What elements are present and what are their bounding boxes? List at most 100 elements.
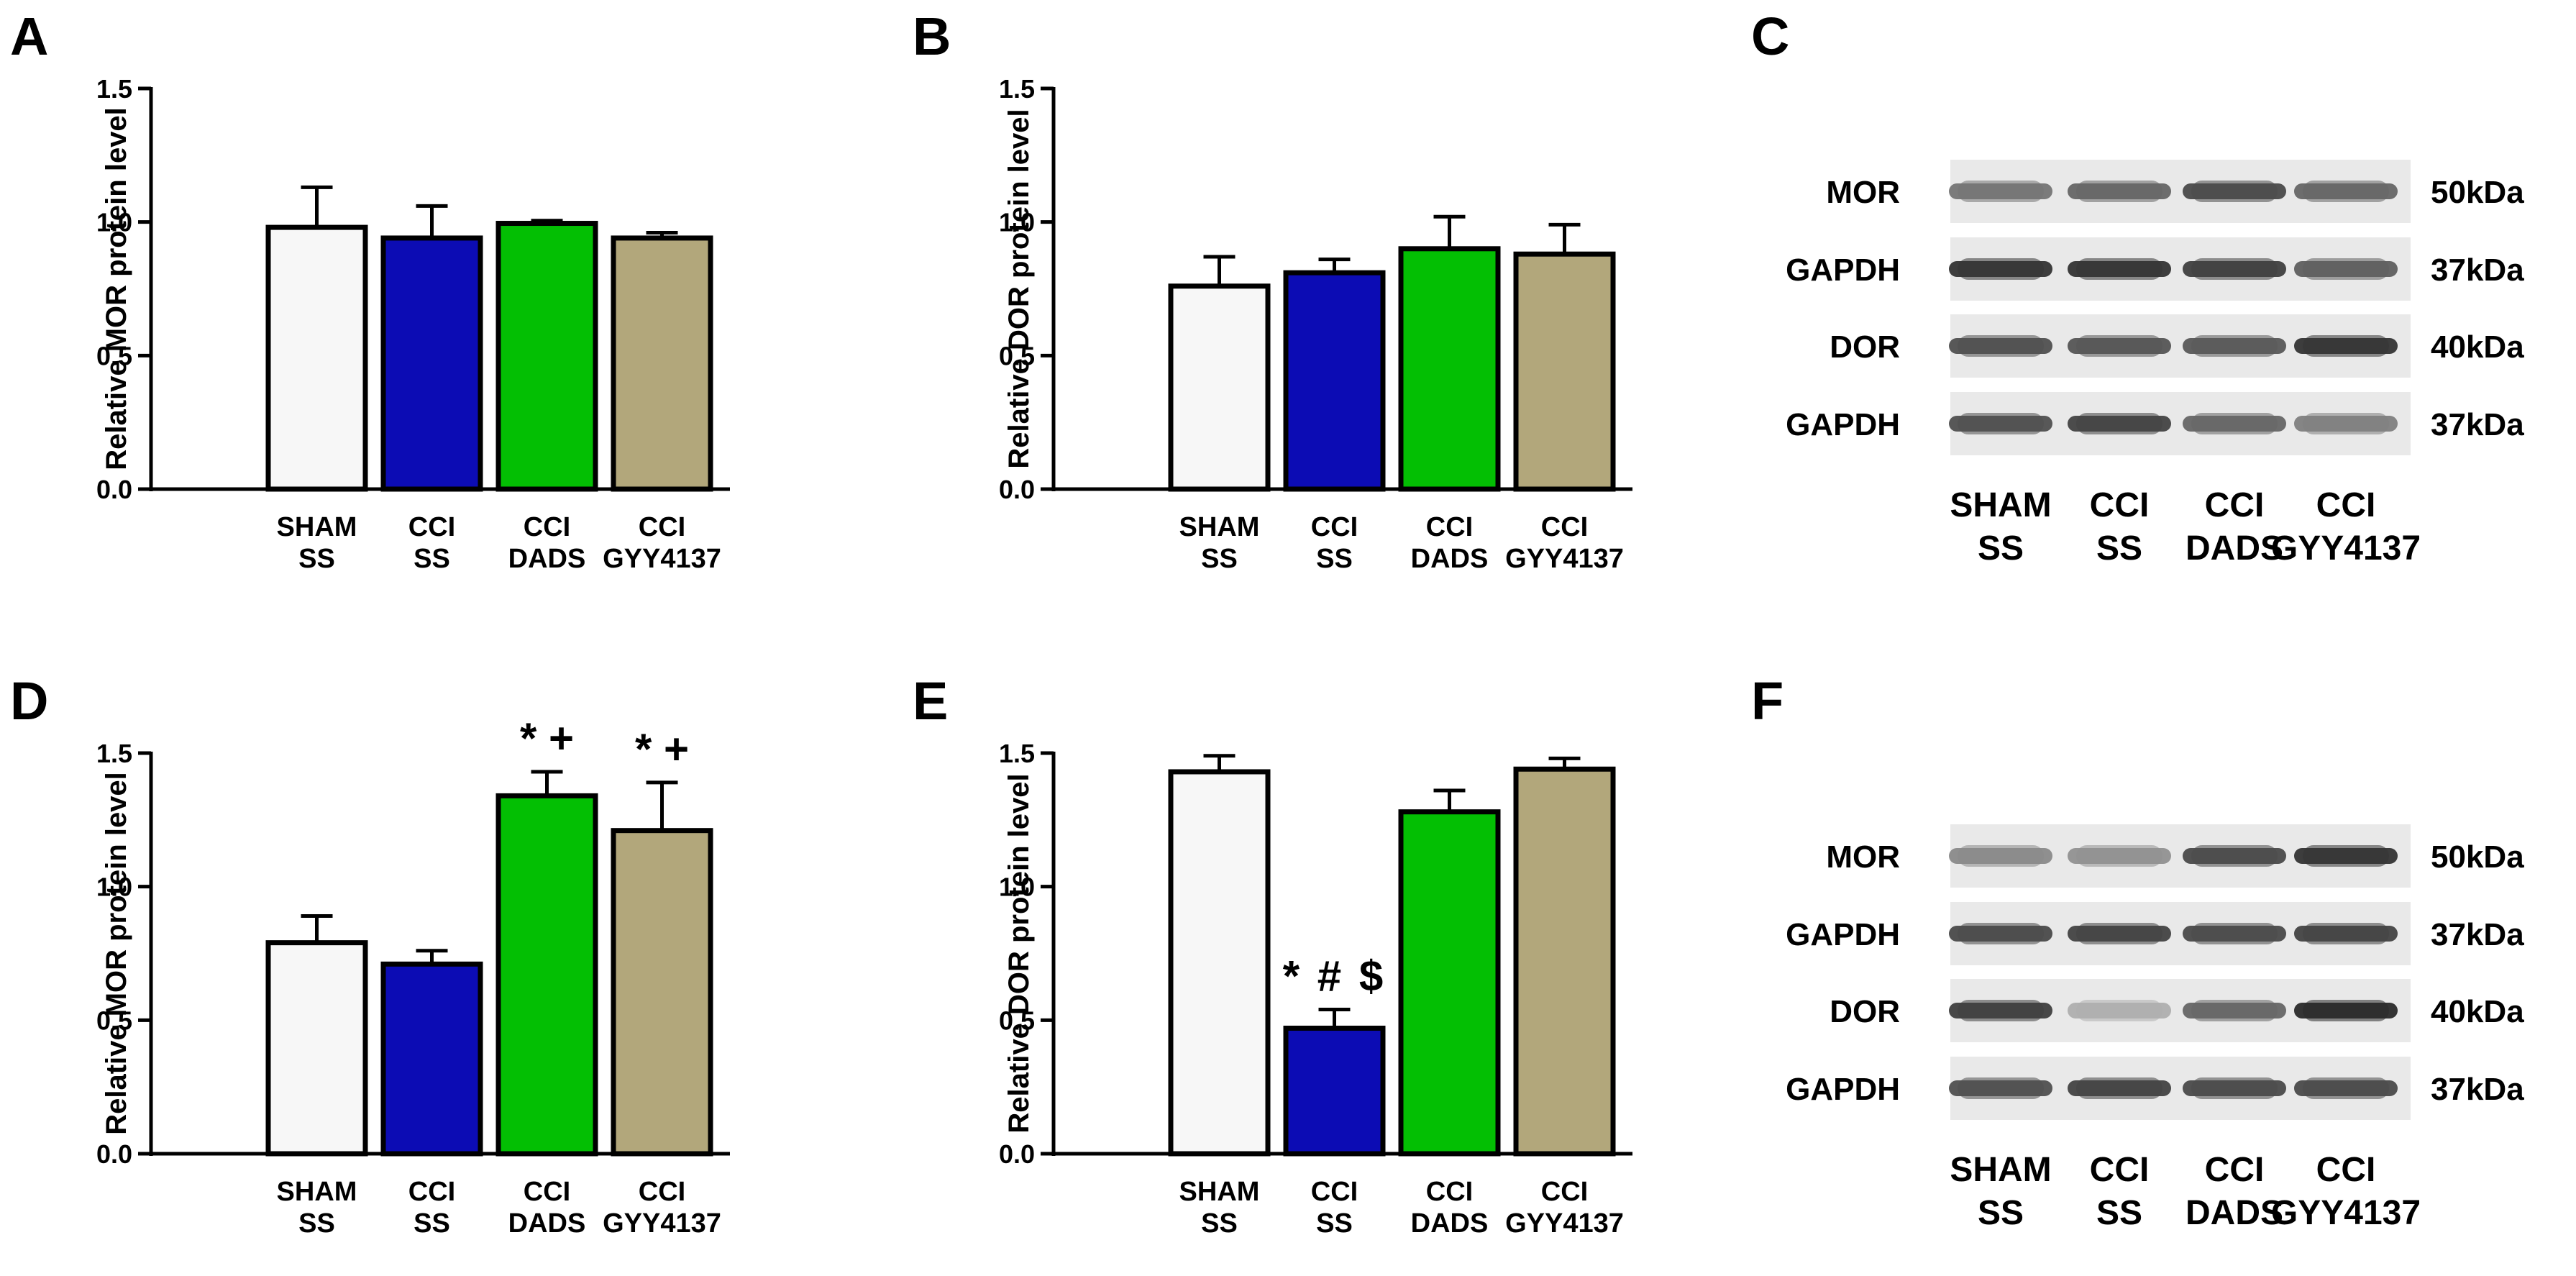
blot-lane-label: DADS: [2186, 529, 2283, 568]
blot-band-halo: [2191, 181, 2278, 202]
y-tick-label: 1.5: [999, 739, 1035, 768]
x-category-label: DADS: [508, 544, 586, 574]
blot-band-halo: [2191, 923, 2278, 944]
blot-kda-label: 40kDa: [2431, 994, 2524, 1029]
blot-protein-label: DOR: [1830, 994, 1900, 1029]
panel-letter: F: [1751, 671, 1783, 731]
blot-lane-label: SS: [1978, 1194, 2024, 1232]
blot-lane-label: CCI: [2205, 486, 2265, 524]
x-category-label: CCI: [524, 512, 570, 542]
bar-cci-dads: [1398, 246, 1501, 492]
blot-lane-label: GYY4137: [2271, 1194, 2421, 1232]
y-tick-label: 1.5: [999, 74, 1035, 104]
x-category-label: SS: [414, 544, 450, 574]
blot-band-halo: [2303, 413, 2389, 434]
blot-lane-label: GYY4137: [2271, 529, 2421, 568]
western-blot-panel-f: F MOR 50kDa GAPDH 37kDa DOR 40kDa GAPDH 37kDa SHA…: [1751, 671, 2524, 1232]
blot-band-halo: [2303, 335, 2389, 357]
x-category-label: SHAM: [277, 512, 357, 542]
blot-band-halo: [2303, 923, 2389, 944]
x-category-label: SHAM: [1179, 1177, 1260, 1207]
blot-lane-label: DADS: [2186, 1194, 2283, 1232]
blot-band-halo: [2191, 258, 2278, 280]
x-category-label: GYY4137: [1505, 544, 1624, 574]
blot-band-halo: [2303, 258, 2389, 280]
bar-sham-ss: [265, 940, 368, 1157]
bar-chart-panel-d: D Relative MOR protein level 0.0 0.5 1.0 1.5 S…: [10, 671, 730, 1239]
bar-cci-gyy4137: [1513, 251, 1616, 492]
panel-letter: D: [10, 671, 48, 731]
blot-band-halo: [2076, 258, 2162, 280]
y-tick-label: 1.0: [96, 872, 132, 902]
x-category-label: DADS: [508, 1208, 586, 1239]
y-tick-label: 0.5: [999, 341, 1035, 370]
x-category-label: CCI: [1311, 512, 1358, 542]
x-category-label: SS: [1201, 1208, 1238, 1239]
x-category-label: CCI: [408, 512, 455, 542]
y-tick-label: 0.0: [999, 1139, 1035, 1169]
y-tick-label: 1.0: [999, 208, 1035, 237]
x-category-label: SS: [1316, 544, 1353, 574]
blot-band-halo: [1958, 1077, 2044, 1099]
x-category-label: SS: [298, 1208, 335, 1239]
blot-band-halo: [2191, 335, 2278, 357]
panel-letter: A: [10, 6, 48, 66]
x-category-label: CCI: [1426, 1177, 1473, 1207]
blot-lane-label: CCI: [2316, 1151, 2376, 1189]
blot-band-halo: [2191, 845, 2278, 867]
x-category-label: SS: [414, 1208, 450, 1239]
blot-kda-label: 37kDa: [2431, 252, 2524, 288]
x-category-label: SS: [298, 544, 335, 574]
blot-lane-label: SS: [2096, 529, 2142, 568]
y-axis-title: Relative MOR protein level: [101, 772, 132, 1135]
y-tick-label: 0.0: [96, 1139, 132, 1169]
blot-band-halo: [2303, 845, 2389, 867]
x-category-label: GYY4137: [603, 544, 721, 574]
x-category-label: CCI: [639, 1177, 685, 1207]
blot-lane-label: SHAM: [1950, 1151, 2051, 1189]
blot-protein-label: DOR: [1830, 329, 1900, 365]
blot-kda-label: 37kDa: [2431, 917, 2524, 952]
significance-marker: * +: [635, 725, 689, 773]
x-category-label: DADS: [1411, 1208, 1489, 1239]
blot-band-halo: [1958, 258, 2044, 280]
bar-cci-ss: [380, 961, 483, 1157]
blot-band-halo: [2076, 923, 2162, 944]
x-category-label: SHAM: [277, 1177, 357, 1207]
blot-band-halo: [2076, 1000, 2162, 1021]
blot-band-halo: [2076, 181, 2162, 202]
bar-chart-panel-a: A Relative MOR protein level 0.0 0.5 1.0 1.5 S…: [10, 6, 730, 574]
blot-lane-label: SHAM: [1950, 486, 2051, 524]
bar-chart-panel-e: E Relative DOR protein level 0.0 0.5 1.0 1.5 S…: [913, 671, 1632, 1239]
blot-lane-label: CCI: [2205, 1151, 2265, 1189]
x-category-label: CCI: [1426, 512, 1473, 542]
x-category-label: CCI: [1541, 512, 1588, 542]
panel-letter: E: [913, 671, 948, 731]
x-category-label: GYY4137: [603, 1208, 721, 1239]
y-tick-label: 0.5: [96, 341, 132, 370]
blot-band-halo: [1958, 413, 2044, 434]
blot-kda-label: 40kDa: [2431, 329, 2524, 365]
blot-band-halo: [2303, 1000, 2389, 1021]
blot-kda-label: 50kDa: [2431, 839, 2524, 875]
western-blot-panel-c: C MOR 50kDa GAPDH 37kDa DOR 40kDa GAPDH 37kDa SHA…: [1751, 6, 2524, 568]
y-tick-label: 0.5: [999, 1006, 1035, 1035]
x-category-label: CCI: [408, 1177, 455, 1207]
blot-kda-label: 37kDa: [2431, 407, 2524, 442]
blot-band-halo: [2076, 413, 2162, 434]
blot-kda-label: 37kDa: [2431, 1072, 2524, 1107]
x-category-label: GYY4137: [1505, 1208, 1624, 1239]
x-category-label: CCI: [1541, 1177, 1588, 1207]
blot-protein-label: MOR: [1826, 175, 1900, 210]
blot-lane-label: SS: [2096, 1194, 2142, 1232]
bar-sham-ss: [265, 224, 368, 492]
blot-lane-label: CCI: [2090, 486, 2150, 524]
blot-band-halo: [2076, 845, 2162, 867]
bar-cci-gyy4137: [1513, 766, 1616, 1157]
panel-letter: B: [913, 6, 951, 66]
y-tick-label: 1.0: [96, 208, 132, 237]
significance-marker: * +: [520, 714, 574, 762]
x-category-label: SHAM: [1179, 512, 1260, 542]
x-category-label: CCI: [524, 1177, 570, 1207]
